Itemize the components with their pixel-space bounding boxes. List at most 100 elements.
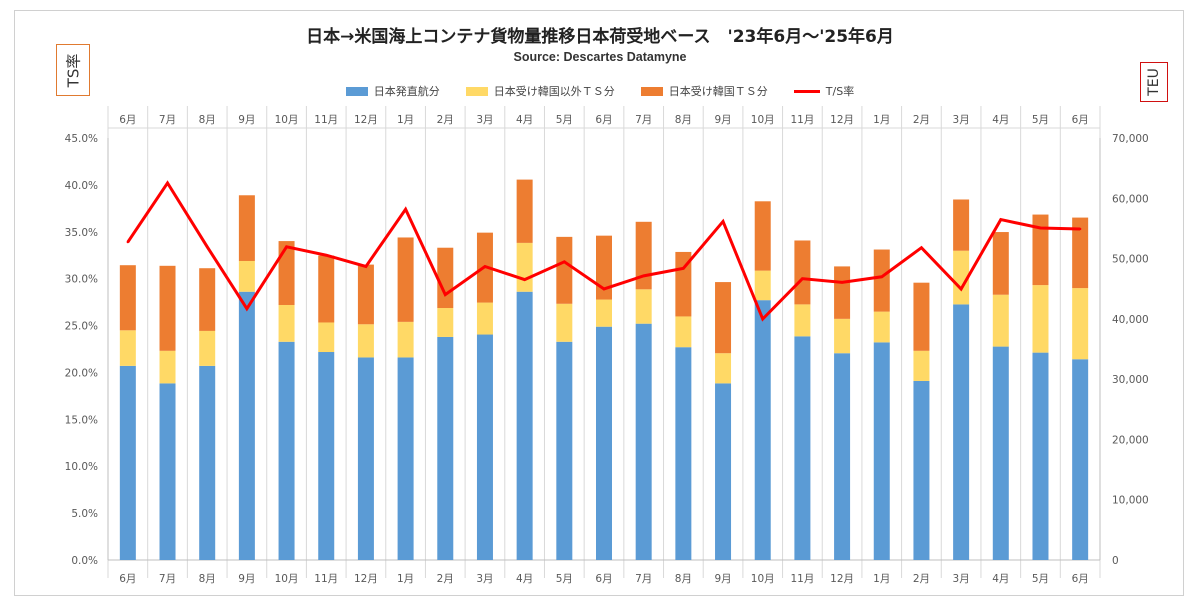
- bar-ts-korea: [119, 265, 136, 331]
- x-tick-label-top: 11月: [314, 114, 338, 126]
- bar-ts-korea: [913, 282, 930, 351]
- bar-ts-korea: [357, 264, 374, 325]
- x-tick-label-top: 3月: [953, 114, 970, 126]
- bar-ts-other: [873, 311, 890, 343]
- right-tick-label: 60,000: [1112, 193, 1149, 205]
- bar-ts-korea: [278, 241, 295, 305]
- x-tick-label-top: 7月: [635, 114, 652, 126]
- x-tick-label-bottom: 12月: [830, 573, 854, 585]
- point-ts-rate: [642, 274, 645, 278]
- x-tick-label-top: 9月: [238, 114, 255, 126]
- bar-ts-other: [675, 316, 692, 348]
- legend-label-direct: 日本発直航分: [373, 85, 440, 98]
- bar-ts-other: [159, 350, 176, 384]
- x-tick-label-bottom: 11月: [314, 573, 338, 585]
- bar-ts-korea: [1072, 217, 1089, 289]
- x-tick-label-bottom: 5月: [1032, 573, 1049, 585]
- x-tick-label-bottom: 1月: [397, 573, 414, 585]
- bar-ts-other: [119, 330, 136, 366]
- x-tick-label-top: 2月: [913, 114, 930, 126]
- x-tick-label-top: 2月: [437, 114, 454, 126]
- x-tick-label-bottom: 4月: [992, 573, 1009, 585]
- left-tick-label: 5.0%: [71, 508, 98, 520]
- x-tick-label-top: 3月: [476, 114, 493, 126]
- bar-ts-korea: [238, 195, 255, 261]
- bar-ts-other: [1072, 288, 1089, 360]
- left-tick-label: 35.0%: [65, 227, 98, 239]
- x-tick-label-top: 8月: [199, 114, 216, 126]
- bar-direct: [278, 341, 295, 560]
- bar-direct: [1072, 359, 1089, 560]
- x-tick-label-bottom: 1月: [873, 573, 890, 585]
- x-tick-label-bottom: 9月: [714, 573, 731, 585]
- bar-ts-korea: [596, 235, 612, 300]
- bar-direct: [596, 326, 612, 560]
- right-tick-label: 20,000: [1112, 434, 1149, 446]
- bar-ts-other: [913, 350, 930, 381]
- chart-subtitle: Source: Descartes Datamyne: [513, 50, 687, 64]
- right-tick-label: 30,000: [1112, 374, 1149, 386]
- x-tick-label-bottom: 4月: [516, 573, 533, 585]
- point-ts-rate: [364, 265, 368, 268]
- point-ts-rate: [999, 218, 1002, 221]
- bar-direct: [199, 365, 216, 560]
- point-ts-rate: [1039, 226, 1042, 230]
- bar-ts-other: [834, 318, 851, 354]
- bar-direct: [913, 380, 930, 560]
- point-ts-rate: [563, 260, 566, 263]
- bar-direct: [476, 334, 493, 560]
- x-tick-label-top: 10月: [751, 114, 775, 126]
- bar-ts-other: [437, 308, 454, 337]
- chart-title: 日本→米国海上コンテナ貨物量推移日本荷受地ベース '23年6月～'25年6月: [306, 27, 894, 47]
- point-ts-rate: [444, 293, 447, 296]
- bar-ts-other: [199, 330, 216, 366]
- point-ts-rate: [325, 254, 328, 257]
- bar-direct: [516, 291, 533, 560]
- legend-item-ts-korea: 日本受け韓国ＴＳ分: [640, 83, 768, 99]
- legend-label-ts-korea: 日本受け韓国ＴＳ分: [668, 85, 768, 98]
- x-tick-label-top: 5月: [556, 114, 573, 126]
- left-tick-label: 25.0%: [65, 321, 98, 333]
- bar-direct: [715, 383, 732, 560]
- point-ts-rate: [840, 281, 844, 284]
- x-tick-label-bottom: 10月: [751, 573, 775, 585]
- bar-direct: [675, 347, 692, 560]
- x-tick-label-bottom: 7月: [635, 573, 652, 585]
- point-ts-rate: [523, 278, 526, 281]
- bar-ts-other: [754, 270, 771, 301]
- bar-ts-korea: [715, 282, 732, 354]
- point-ts-rate: [682, 267, 685, 270]
- chart-frame: [14, 10, 1184, 596]
- x-tick-label-top: 7月: [159, 114, 176, 126]
- bar-ts-other: [318, 322, 335, 353]
- bar-ts-korea: [159, 265, 176, 351]
- bar-ts-other: [596, 299, 612, 327]
- bar-ts-korea: [794, 240, 811, 305]
- x-tick-label-bottom: 5月: [556, 573, 573, 585]
- legend-swatch-ts-korea: [640, 86, 663, 96]
- point-ts-rate: [920, 246, 923, 249]
- bar-ts-korea: [635, 221, 652, 290]
- x-tick-label-top: 4月: [992, 114, 1009, 126]
- bar-ts-korea: [516, 179, 533, 243]
- bar-ts-other: [794, 304, 811, 337]
- left-tick-label: 0.0%: [71, 555, 98, 567]
- bar-direct: [119, 365, 136, 560]
- point-ts-rate: [602, 287, 606, 291]
- point-ts-rate: [483, 265, 487, 268]
- x-tick-label-bottom: 7月: [159, 573, 176, 585]
- point-ts-rate: [880, 275, 883, 278]
- bar-ts-korea: [199, 268, 216, 331]
- bar-ts-other: [953, 250, 970, 305]
- point-ts-rate: [721, 220, 725, 223]
- legend-swatch-ts-rate: [793, 89, 820, 93]
- bar-ts-other: [556, 303, 573, 342]
- point-ts-rate: [206, 245, 209, 248]
- x-tick-label-top: 12月: [354, 114, 378, 126]
- legend-label-ts-rate: T/S率: [825, 85, 855, 98]
- left-tick-label: 30.0%: [65, 274, 98, 286]
- bar-direct: [397, 357, 414, 560]
- legend-swatch-ts-other: [465, 86, 488, 96]
- bar-ts-korea: [437, 247, 454, 309]
- right-tick-label: 70,000: [1112, 133, 1149, 145]
